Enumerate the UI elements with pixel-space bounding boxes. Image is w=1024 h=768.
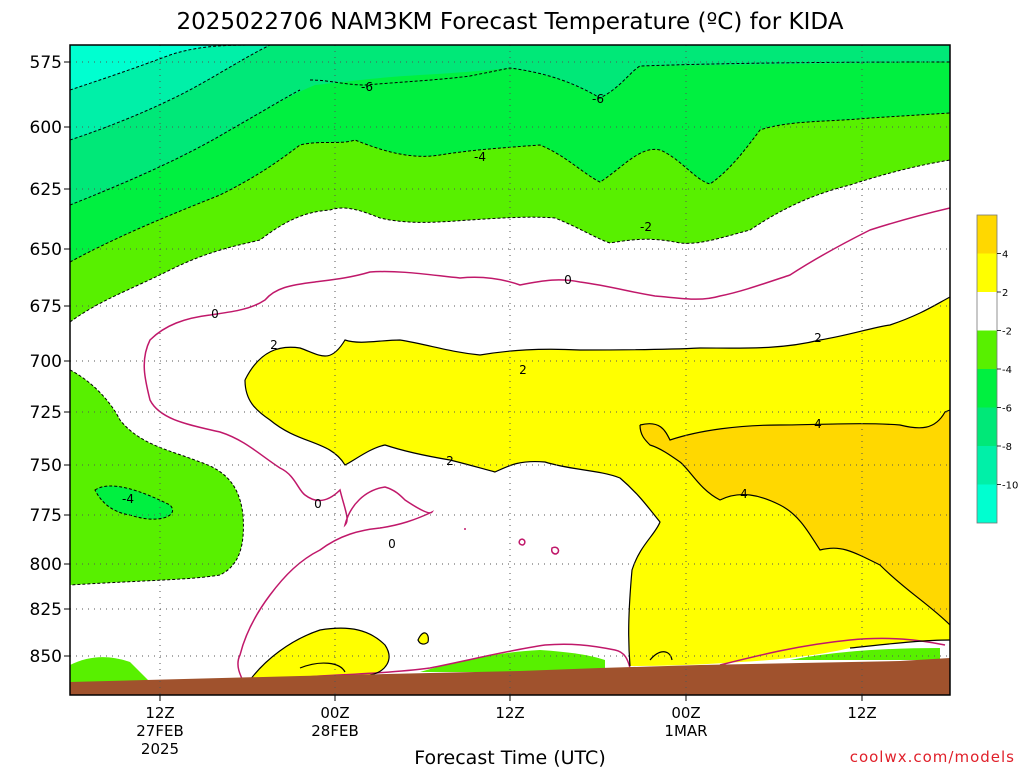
band-minus4-minus2-near-surface-3 <box>790 648 940 660</box>
x-tick-label: 00Z <box>320 704 349 722</box>
colorbar-label: -2 <box>1002 327 1012 338</box>
y-tick-label: 775 <box>30 506 62 526</box>
contour-label: 2 <box>270 338 278 352</box>
colorbar-swatch <box>977 369 997 408</box>
y-tick-label: 750 <box>30 456 62 476</box>
contour-label: 4 <box>814 417 822 431</box>
grid-lines <box>70 45 950 695</box>
y-axis: 575 600 625 650 675 700 725 750 775 800 825 850 <box>30 53 70 667</box>
band-minus6-minus4-lower <box>95 485 173 520</box>
contour-label: 2 <box>519 363 527 377</box>
contour-label: -6 <box>361 80 373 94</box>
y-tick-label: 800 <box>30 555 62 575</box>
y-tick-label: 625 <box>30 180 62 200</box>
x-tick-label: 00Z <box>671 704 700 722</box>
chart-title: 2025022706 NAM3KM Forecast Temperature (… <box>177 9 844 35</box>
contour-label: 4 <box>740 487 748 501</box>
y-tick-label: 850 <box>30 647 62 667</box>
colorbar-swatch <box>977 407 997 446</box>
contour-label: 0 <box>211 307 219 321</box>
credit-text: coolwx.com/models <box>850 748 1015 766</box>
contour-label: 0 <box>388 537 396 551</box>
colorbar-label: -10 <box>1002 481 1018 492</box>
band-2-4 <box>245 297 950 666</box>
contour-label: 2 <box>814 331 822 345</box>
band-minus4-minus2-near-surface-2 <box>420 650 605 672</box>
band-minus4-minus2-near-surface <box>70 657 150 682</box>
colorbar-swatch <box>977 253 997 292</box>
contour-label: -6 <box>592 92 604 106</box>
y-tick-label: 725 <box>30 403 62 423</box>
y-tick-label: 575 <box>30 53 62 73</box>
y-tick-label: 600 <box>30 118 62 138</box>
band-minus4-minus2-lower <box>70 370 244 585</box>
terrain <box>70 658 950 695</box>
colorbar-label: -8 <box>1002 442 1012 453</box>
y-tick-label: 700 <box>30 352 62 372</box>
y-tick-label: 675 <box>30 297 62 317</box>
positive-isotherms <box>244 296 950 681</box>
contour-label: -4 <box>122 492 134 506</box>
contour-labels: -6 -6 -4 -2 0 0 2 2 2 4 4 2 -4 0 0 <box>122 80 822 551</box>
colorbar-swatch <box>977 215 997 254</box>
band-ge-4 <box>640 412 950 625</box>
x-tick-label: 12Z <box>145 704 174 722</box>
colorbar-swatch <box>977 330 997 369</box>
x-tick-label: 12Z <box>495 704 524 722</box>
x-tick-label: 28FEB <box>311 722 358 740</box>
x-tick-label: 2025 <box>141 740 179 758</box>
colorbar-swatch <box>977 446 997 485</box>
negative-isotherms <box>70 45 950 586</box>
x-tick-label: 12Z <box>847 704 876 722</box>
contour-label: -2 <box>640 220 652 234</box>
colorbar: 4 2 -2 -4 -6 -8 -10 <box>976 214 1018 524</box>
x-tick-label: 27FEB <box>136 722 183 740</box>
band-2-4-lower-pocket <box>250 628 390 682</box>
temperature-fill-layers <box>70 45 950 695</box>
colorbar-swatch <box>977 484 997 523</box>
contour-label: 2 <box>446 454 454 468</box>
y-tick-label: 650 <box>30 240 62 260</box>
contour-label: 0 <box>314 497 322 511</box>
contour-label: -4 <box>474 150 486 164</box>
colorbar-swatch <box>977 292 997 331</box>
colorbar-label: -4 <box>1002 365 1012 376</box>
contour-label: 0 <box>564 273 572 287</box>
colorbar-label: -6 <box>1002 404 1012 415</box>
x-tick-label: 1MAR <box>664 722 707 740</box>
colorbar-label: 2 <box>1002 288 1008 299</box>
x-axis-label: Forecast Time (UTC) <box>414 747 605 768</box>
colorbar-label: 4 <box>1002 250 1008 261</box>
y-tick-label: 825 <box>30 600 62 620</box>
